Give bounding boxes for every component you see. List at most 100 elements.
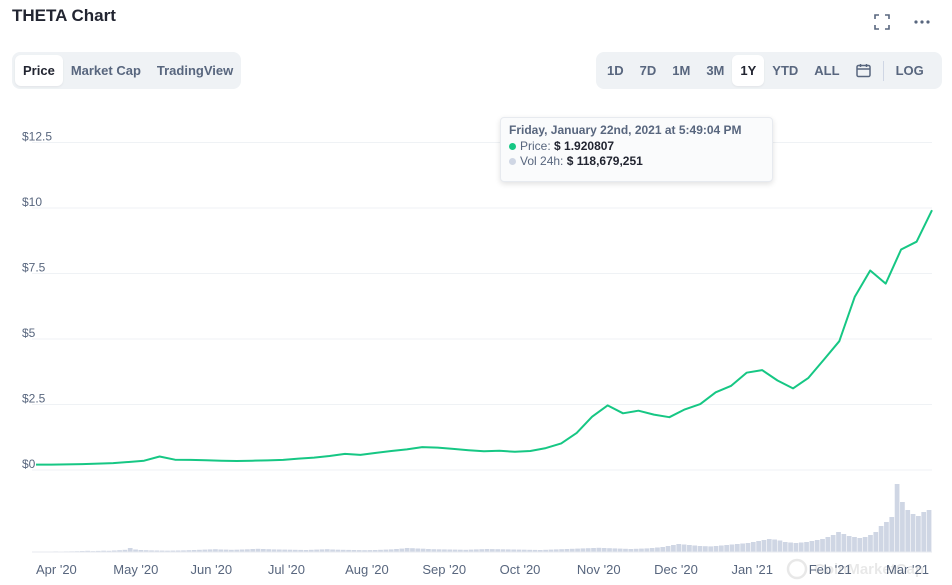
volume-bar [585, 548, 591, 552]
volume-bar [505, 549, 511, 552]
volume-bar [346, 549, 351, 552]
volume-bar [713, 546, 719, 552]
volume-bar [159, 550, 165, 552]
volume-bar [521, 549, 527, 552]
volume-bar [356, 550, 362, 552]
volume-bar [804, 542, 809, 552]
x-tick-label: Jan '21 [731, 562, 773, 577]
volume-bar [511, 549, 517, 552]
x-tick-label: Jun '20 [191, 562, 233, 577]
tab-1d[interactable]: 1D [607, 63, 624, 78]
volume-bar [745, 543, 751, 552]
volume-bar [165, 550, 170, 552]
volume-bar [601, 548, 607, 552]
volume-bar [223, 549, 229, 552]
y-tick-label: $12.5 [22, 130, 52, 144]
volume-bar [340, 549, 346, 552]
volume-bar [543, 549, 548, 552]
volume-bar [85, 550, 90, 552]
x-tick-label: Aug '20 [345, 562, 389, 577]
volume-bar [447, 549, 453, 552]
tab-3m[interactable]: 3M [706, 63, 725, 78]
volume-bar [122, 549, 128, 552]
tab-7d[interactable]: 7D [639, 63, 657, 78]
volume-bar [814, 540, 820, 552]
volume-bar [676, 544, 682, 552]
y-tick-label: $10 [22, 195, 42, 209]
volume-bar [260, 549, 266, 552]
price-chart[interactable]: $0 $2.5 $5 $7.5 $10 $12.5 Apr '20 May '20 Jun '2… [0, 100, 952, 585]
volume-bar [644, 548, 650, 552]
x-tick-label: Jul '20 [268, 562, 305, 577]
volume-bar [756, 541, 761, 552]
volume-bar [857, 538, 863, 552]
volume-bar [292, 549, 298, 552]
volume-bar [298, 549, 303, 552]
watermark: CoinMarketCap [814, 561, 924, 578]
volume-bar [836, 532, 841, 552]
volume-bar [926, 510, 932, 552]
volume-bar [95, 550, 101, 552]
chart-tooltip: Friday, January 22nd, 2021 at 5:49:04 PM… [500, 117, 773, 182]
volume-bar [798, 542, 804, 552]
volume-bar [415, 548, 421, 552]
volume-bar [191, 550, 197, 552]
x-tick-label: Dec '20 [654, 562, 698, 577]
volume-bar [399, 548, 405, 552]
volume-bar [106, 550, 112, 552]
volume-bar [777, 540, 783, 552]
calendar-icon[interactable] [848, 55, 879, 86]
volume-bar [186, 550, 192, 552]
volume-bar [276, 549, 282, 552]
more-icon[interactable] [912, 12, 932, 32]
volume-bar [639, 548, 644, 552]
volume-bar [873, 532, 879, 552]
volume-bar [718, 545, 724, 552]
volume-bar [266, 549, 272, 552]
volume-bar [181, 550, 186, 552]
x-tick-label: Feb '21 [809, 562, 852, 577]
volume-bar [495, 549, 501, 552]
x-tick-label: May '20 [113, 562, 158, 577]
volume-bar [750, 542, 756, 552]
volume-bar [213, 549, 218, 552]
volume-bar [143, 550, 149, 552]
volume-bar [133, 549, 138, 552]
volume-bar [426, 549, 431, 552]
volume-bar [410, 548, 415, 552]
tab-all[interactable]: ALL [814, 63, 840, 78]
x-tick-label: Oct '20 [500, 562, 541, 577]
chart-type-tabs: Price Market Cap TradingView [12, 52, 241, 89]
tab-1y[interactable]: 1Y [732, 55, 765, 86]
volume-bar [394, 549, 399, 552]
tab-market-cap[interactable]: Market Cap [70, 63, 141, 78]
volume-bar [367, 550, 373, 552]
tab-tradingview[interactable]: TradingView [156, 63, 234, 78]
volume-bar [383, 549, 389, 552]
volume-bar [149, 550, 154, 552]
y-tick-label: $7.5 [22, 261, 46, 275]
volume-bar [532, 549, 538, 552]
expand-icon[interactable] [872, 12, 892, 32]
log-scale-button[interactable]: LOG [895, 63, 924, 78]
x-tick-label: Mar '21 [886, 562, 929, 577]
volume-bar [420, 548, 426, 552]
volume-bar [330, 549, 335, 552]
volume-bar [703, 546, 708, 552]
volume-bar [782, 542, 788, 552]
tab-price[interactable]: Price [15, 55, 63, 86]
tab-1m[interactable]: 1M [672, 63, 691, 78]
divider [882, 60, 884, 81]
volume-bar [452, 549, 458, 552]
volume-bar [868, 535, 873, 552]
volume-bar [761, 540, 767, 552]
volume-bar [628, 549, 634, 552]
tab-ytd[interactable]: YTD [772, 63, 799, 78]
volume-bar [170, 550, 176, 552]
volume-bar [841, 534, 847, 552]
volume-bar [468, 549, 474, 552]
page-title: THETA Chart [12, 6, 116, 25]
volume-bar [500, 549, 506, 552]
volume-bar [596, 547, 602, 552]
volume-bar [458, 549, 463, 552]
